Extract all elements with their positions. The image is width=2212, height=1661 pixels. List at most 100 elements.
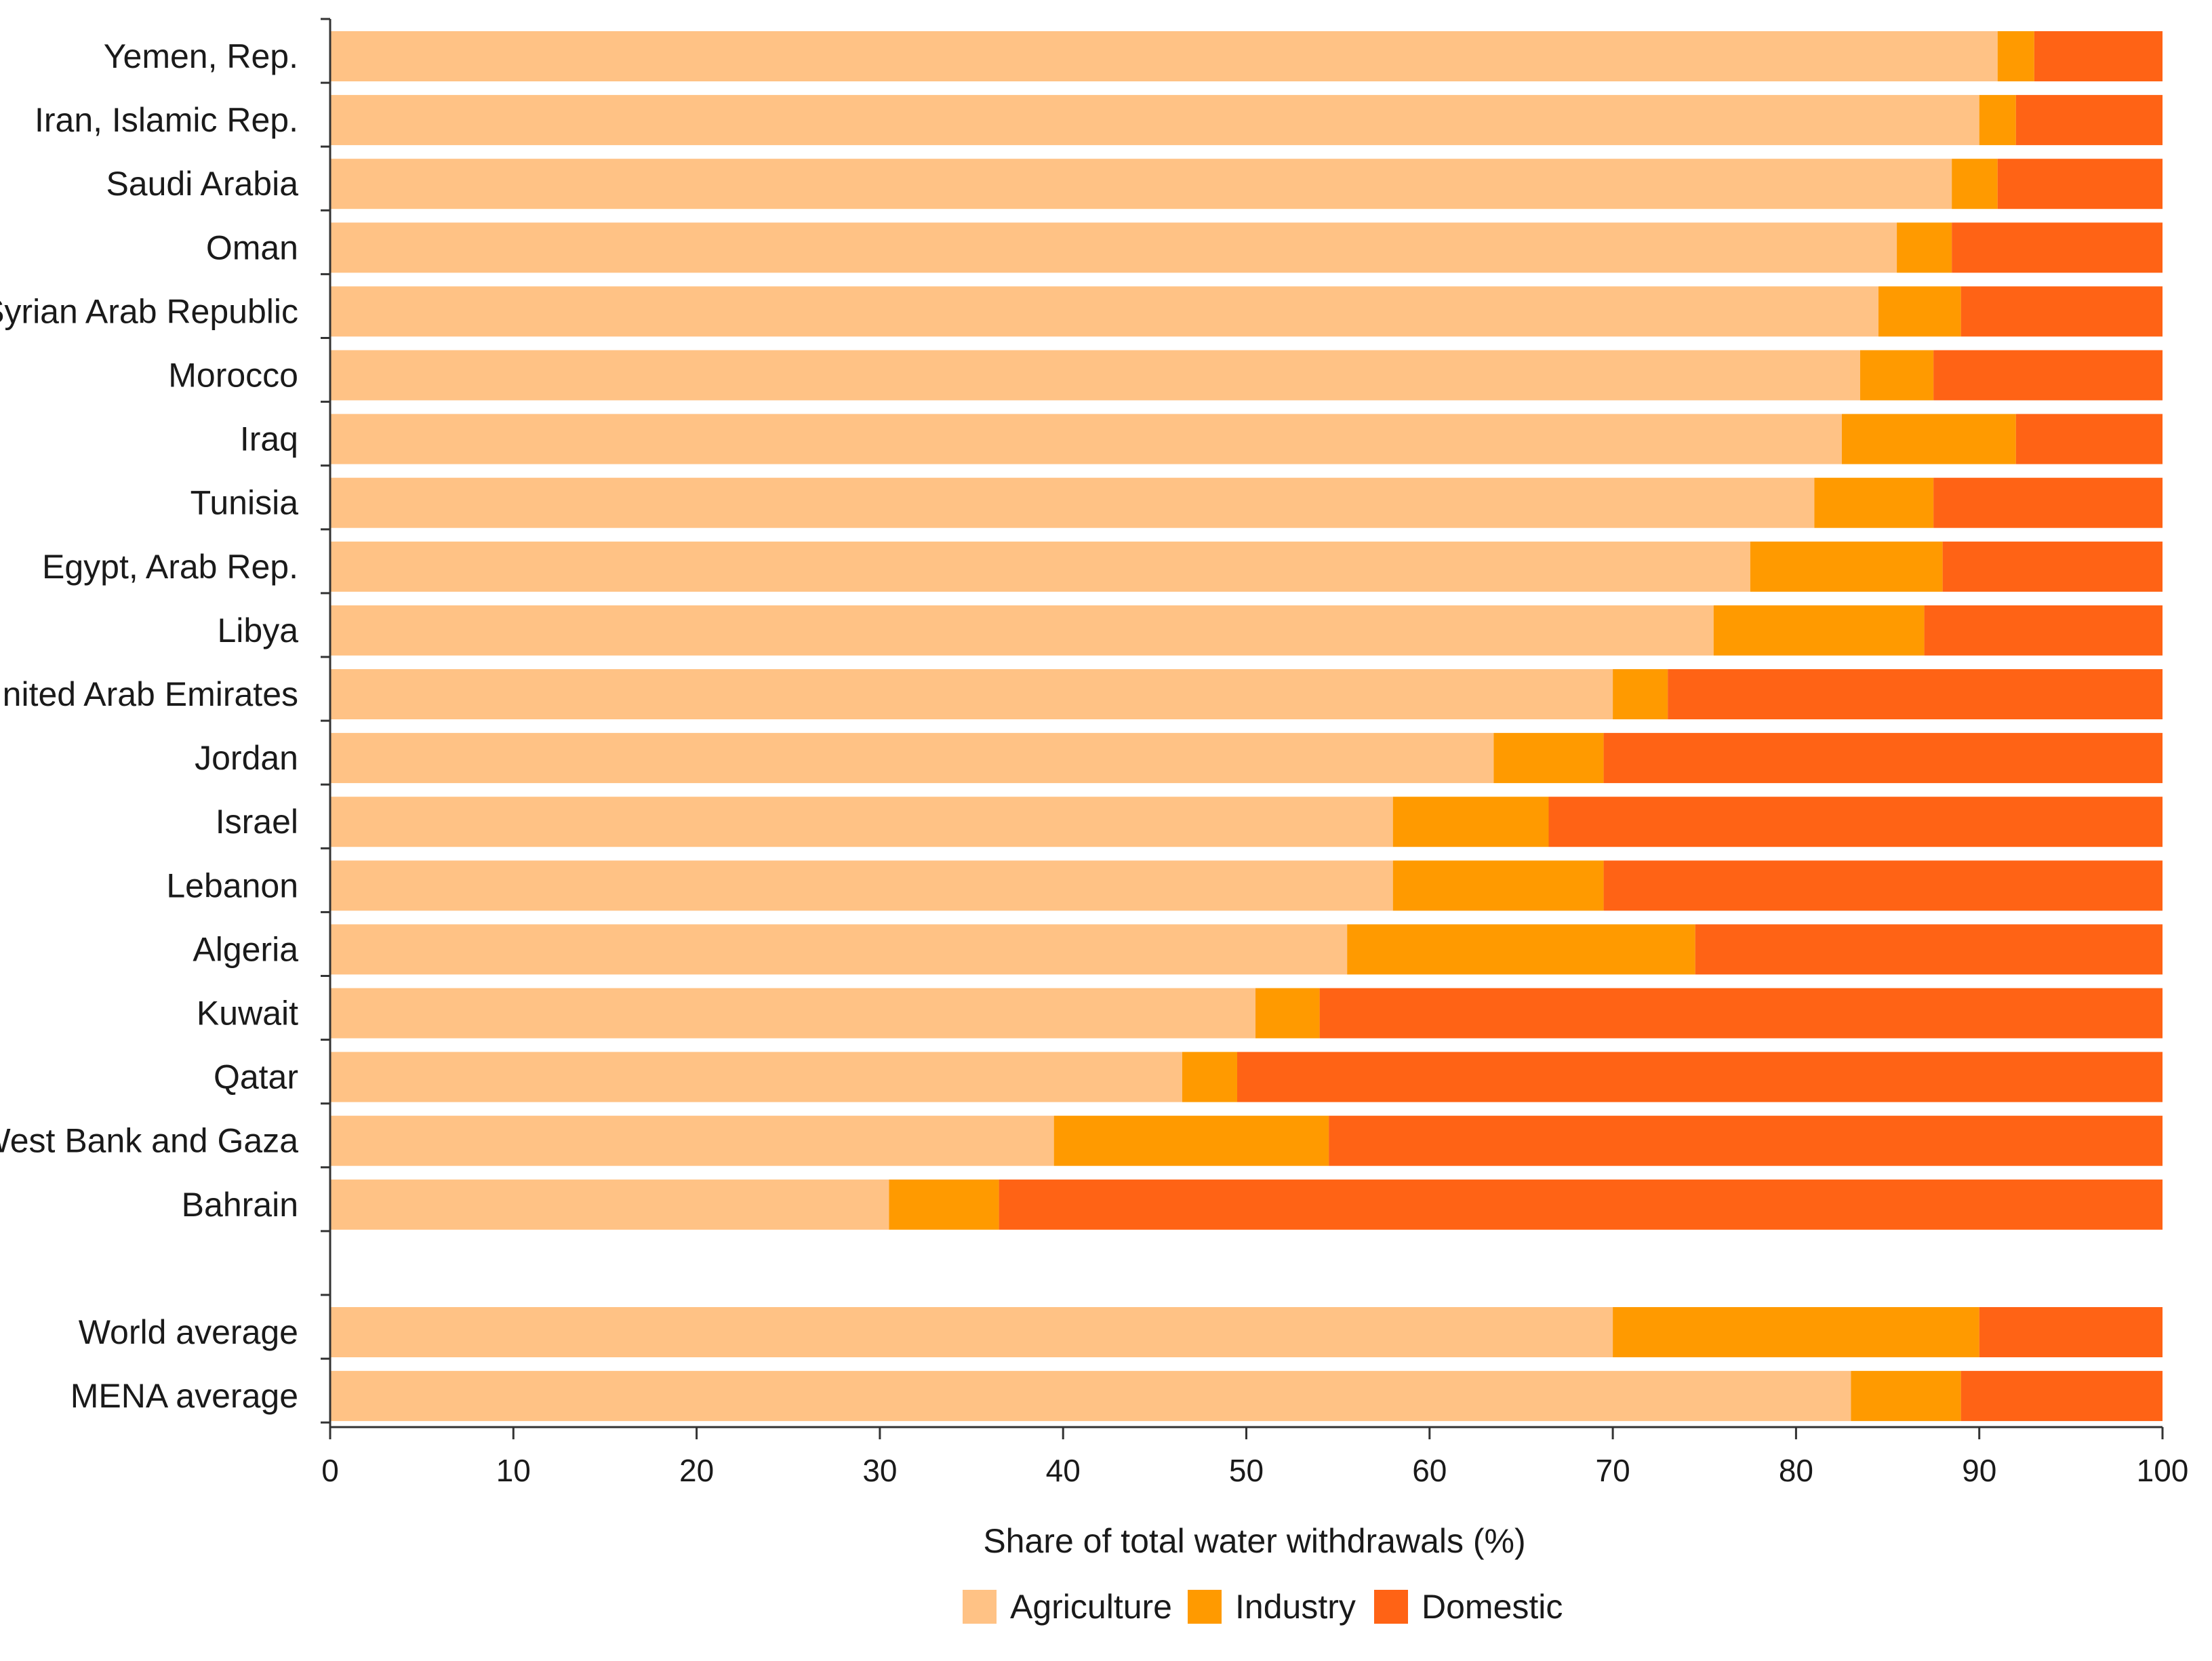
x-tick-label-50: 50 — [1229, 1453, 1264, 1488]
category-label-bahrain: Bahrain — [182, 1186, 298, 1224]
bar-morocco-industry — [1860, 350, 1934, 401]
bar-yemen-rep-agriculture — [330, 31, 1998, 81]
bar-west-bank-and-gaza-agriculture — [330, 1115, 1054, 1166]
bar-bahrain-agriculture — [330, 1179, 889, 1230]
legend-label-domestic: Domestic — [1422, 1588, 1563, 1626]
bar-morocco-agriculture — [330, 350, 1861, 401]
category-label-west-bank-and-gaza: West Bank and Gaza — [0, 1122, 298, 1160]
bar-west-bank-and-gaza-industry — [1053, 1115, 1329, 1166]
bar-syrian-arab-republic-industry — [1878, 286, 1961, 337]
legend-swatch-agriculture — [963, 1590, 997, 1624]
bar-saudi-arabia-agriculture — [330, 159, 1952, 209]
x-tick-label-40: 40 — [1046, 1453, 1081, 1488]
bar-iraq-agriculture — [330, 414, 1842, 464]
category-label-lebanon: Lebanon — [166, 866, 298, 904]
category-label-mena-average: MENA average — [71, 1377, 298, 1415]
bar-lebanon-domestic — [1603, 860, 2163, 911]
category-label-saudi-arabia: Saudi Arabia — [106, 165, 298, 203]
bar-iran-islamic-rep-domestic — [2015, 95, 2163, 146]
x-tick-label-80: 80 — [1779, 1453, 1813, 1488]
bar-saudi-arabia-domestic — [1997, 159, 2163, 209]
bar-kuwait-agriculture — [330, 988, 1256, 1039]
bar-qatar-domestic — [1236, 1052, 2163, 1102]
bar-israel-domestic — [1548, 797, 2163, 847]
legend-label-industry: Industry — [1235, 1588, 1356, 1626]
bar-libya-agriculture — [330, 605, 1714, 656]
bar-oman-industry — [1897, 222, 1952, 273]
bar-libya-domestic — [1924, 605, 2163, 656]
bar-lebanon-industry — [1392, 860, 1604, 911]
bar-world-average-industry — [1613, 1307, 1979, 1357]
legend-label-agriculture: Agriculture — [1010, 1588, 1172, 1626]
category-label-oman: Oman — [206, 228, 298, 266]
bar-tunisia-domestic — [1933, 477, 2163, 528]
category-label-syrian-arab-republic: Syrian Arab Republic — [0, 292, 298, 330]
bar-lebanon-agriculture — [330, 860, 1393, 911]
x-tick-label-90: 90 — [1962, 1453, 1996, 1488]
legend-swatch-industry — [1188, 1590, 1222, 1624]
legend-swatch-domestic — [1374, 1590, 1408, 1624]
bar-united-arab-emirates-industry — [1613, 669, 1668, 719]
category-label-israel: Israel — [216, 803, 298, 841]
bar-algeria-domestic — [1695, 924, 2163, 975]
bar-morocco-domestic — [1933, 350, 2163, 401]
x-tick-label-100: 100 — [2137, 1453, 2189, 1488]
category-label-egypt-arab-rep: Egypt, Arab Rep. — [42, 548, 298, 586]
bar-oman-agriculture — [330, 222, 1897, 273]
bar-yemen-rep-industry — [1997, 31, 2034, 81]
bar-algeria-industry — [1347, 924, 1695, 975]
category-label-jordan: Jordan — [195, 739, 298, 777]
category-labels: Yemen, Rep. Iran, Islamic Rep. Saudi Arabi… — [0, 37, 298, 1415]
x-tick-label-10: 10 — [496, 1453, 531, 1488]
bar-tunisia-agriculture — [330, 477, 1815, 528]
bar-egypt-arab-rep-industry — [1750, 541, 1943, 592]
bar-united-arab-emirates-domestic — [1668, 669, 2163, 719]
bar-syrian-arab-republic-agriculture — [330, 286, 1879, 337]
bar-kuwait-industry — [1255, 988, 1320, 1039]
category-label-qatar: Qatar — [214, 1058, 298, 1096]
category-label-kuwait: Kuwait — [197, 995, 298, 1033]
category-label-tunisia: Tunisia — [190, 484, 299, 522]
bar-united-arab-emirates-agriculture — [330, 669, 1613, 719]
x-axis-title: Share of total water withdrawals (%) — [983, 1522, 1525, 1560]
bar-mena-average-agriculture — [330, 1371, 1851, 1422]
bar-syrian-arab-republic-domestic — [1960, 286, 2163, 337]
bar-saudi-arabia-industry — [1952, 159, 1998, 209]
bar-world-average-domestic — [1979, 1307, 2163, 1357]
bar-qatar-industry — [1182, 1052, 1237, 1102]
bar-tunisia-industry — [1814, 477, 1934, 528]
category-label-iran-islamic-rep: Iran, Islamic Rep. — [35, 101, 298, 139]
bar-yemen-rep-domestic — [2034, 31, 2163, 81]
bar-algeria-agriculture — [330, 924, 1348, 975]
category-label-united-arab-emirates: United Arab Emirates — [0, 675, 298, 713]
bar-jordan-domestic — [1603, 733, 2163, 784]
bar-mena-average-domestic — [1960, 1371, 2163, 1422]
bar-bahrain-domestic — [999, 1179, 2163, 1230]
bar-oman-domestic — [1952, 222, 2163, 273]
category-label-iraq: Iraq — [240, 420, 298, 458]
bar-libya-industry — [1713, 605, 1925, 656]
bar-egypt-arab-rep-domestic — [1942, 541, 2163, 592]
x-tick-label-0: 0 — [321, 1453, 339, 1488]
bar-mena-average-industry — [1851, 1371, 1961, 1422]
bar-world-average-agriculture — [330, 1307, 1613, 1357]
bar-qatar-agriculture — [330, 1052, 1182, 1102]
bar-west-bank-and-gaza-domestic — [1329, 1115, 2163, 1166]
x-tick-label-70: 70 — [1596, 1453, 1630, 1488]
category-label-libya: Libya — [217, 612, 298, 649]
bar-israel-agriculture — [330, 797, 1393, 847]
bar-iran-islamic-rep-agriculture — [330, 95, 1979, 146]
bars-layer — [330, 31, 2163, 1422]
x-axis: 0 10 20 30 40 50 60 70 80 90 100 — [321, 18, 2189, 1488]
x-tick-label-20: 20 — [679, 1453, 714, 1488]
category-label-morocco: Morocco — [168, 357, 298, 395]
legend: Agriculture Industry Domestic — [963, 1588, 1563, 1626]
bar-iran-islamic-rep-industry — [1979, 95, 2016, 146]
bar-jordan-industry — [1493, 733, 1604, 784]
x-tick-label-30: 30 — [862, 1453, 897, 1488]
x-tick-label-60: 60 — [1412, 1453, 1447, 1488]
bar-jordan-agriculture — [330, 733, 1494, 784]
bar-kuwait-domestic — [1319, 988, 2163, 1039]
category-label-world-average: World average — [79, 1313, 298, 1351]
